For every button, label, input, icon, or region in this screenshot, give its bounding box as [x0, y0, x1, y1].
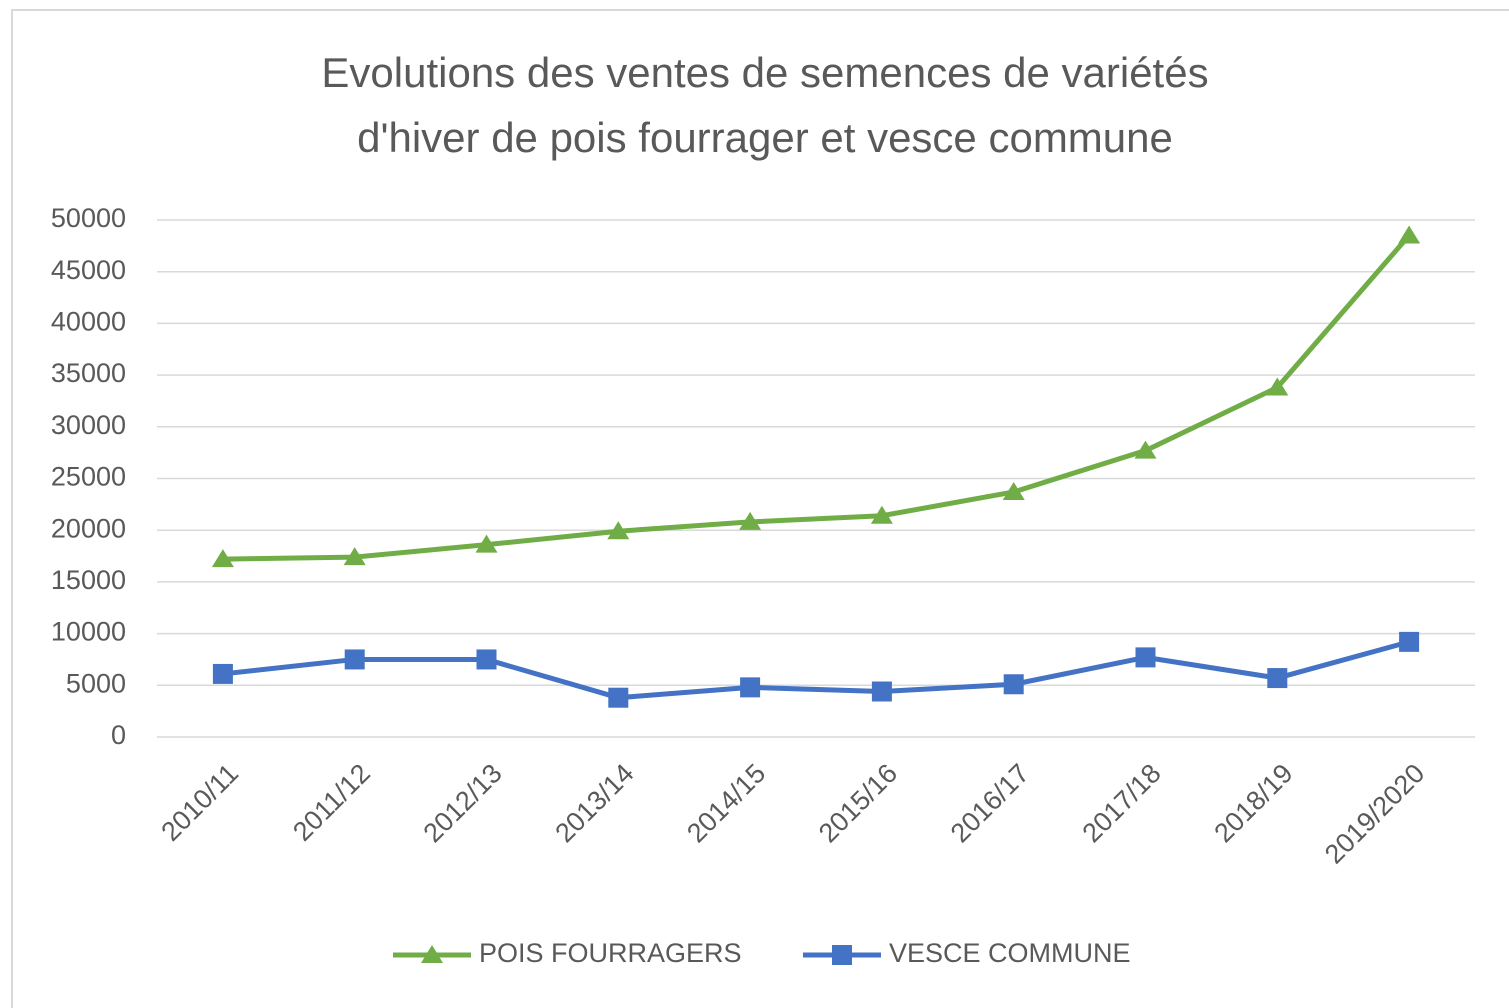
y-tick-label: 10000	[51, 617, 126, 647]
series-line	[222, 233, 1411, 562]
point-marker	[871, 681, 892, 702]
point-marker	[608, 687, 629, 708]
series-line	[222, 639, 1410, 701]
point-marker	[211, 549, 234, 568]
y-tick-label: 0	[111, 720, 126, 750]
point-marker	[1003, 674, 1024, 695]
point-marker	[212, 663, 233, 684]
point-marker	[1267, 668, 1288, 689]
point-marker	[1266, 377, 1289, 396]
point-marker	[1135, 647, 1156, 668]
point-marker	[1134, 440, 1157, 459]
chart-title: d'hiver de pois fourrager et vesce commu…	[357, 114, 1173, 161]
point-marker	[740, 677, 761, 698]
chart-title: Evolutions des ventes de semences de var…	[321, 49, 1208, 96]
y-tick-label: 40000	[51, 307, 126, 337]
y-tick-label: 20000	[51, 513, 126, 543]
chart-frame	[11, 9, 1509, 1008]
legend-marker	[421, 945, 443, 963]
y-tick-label: 45000	[51, 255, 126, 285]
y-tick-label: 35000	[51, 358, 126, 388]
point-marker	[1398, 225, 1421, 244]
legend-label: POIS FOURRAGERS	[479, 938, 742, 968]
point-marker	[1399, 631, 1420, 652]
legend-marker	[832, 945, 852, 965]
point-marker	[739, 511, 762, 530]
y-tick-label: 30000	[51, 410, 126, 440]
point-marker	[344, 649, 365, 670]
point-marker	[607, 521, 630, 540]
point-marker	[343, 547, 366, 566]
y-tick-label: 15000	[51, 565, 126, 595]
point-marker	[1002, 481, 1025, 500]
point-marker	[870, 505, 893, 524]
point-marker	[475, 534, 498, 553]
y-tick-label: 25000	[51, 462, 126, 492]
point-marker	[476, 649, 497, 670]
y-tick-label: 5000	[66, 668, 126, 698]
legend-label: VESCE COMMUNE	[889, 938, 1131, 968]
y-tick-label: 50000	[51, 203, 126, 233]
